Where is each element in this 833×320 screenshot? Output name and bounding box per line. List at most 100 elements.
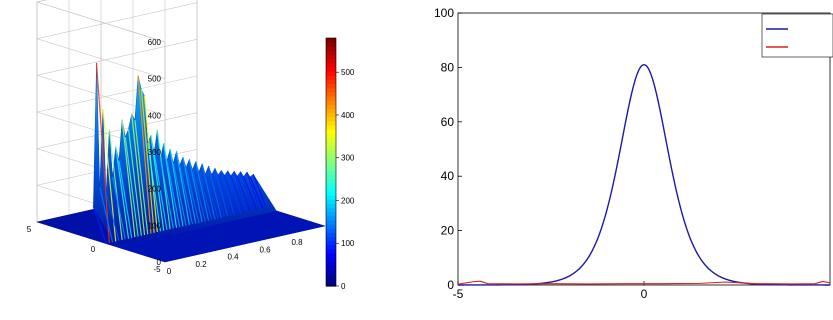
colorbar-swatch <box>326 224 336 229</box>
colorbar-swatch <box>326 261 336 266</box>
y-tick-label: 60 <box>441 115 455 129</box>
colorbar-swatch <box>326 178 336 184</box>
series-input <box>458 63 830 286</box>
y-axis-ticks: 50-5 <box>27 225 161 274</box>
surface-peak <box>239 171 254 211</box>
surface-peak <box>172 162 187 226</box>
y-tick-label: 0 <box>447 278 454 292</box>
colorbar-swatch <box>326 145 336 151</box>
surface-peak <box>166 160 181 228</box>
surface-peak <box>195 161 210 221</box>
surface-peak <box>111 176 126 240</box>
colorbar-swatch <box>326 281 336 287</box>
colorbar-swatch <box>326 50 336 56</box>
x-tick-label: 0.4 <box>227 253 239 262</box>
colorbar-swatch <box>326 199 336 204</box>
colorbar-tick-label: 200 <box>341 196 355 205</box>
colorbar-tick-label: 0 <box>341 282 346 291</box>
colorbar-swatch <box>326 153 336 159</box>
colorbar-swatch <box>326 137 336 142</box>
colorbar-swatch <box>326 207 336 213</box>
colorbar-swatch <box>326 71 336 76</box>
surface-peak <box>99 186 114 243</box>
surface-peak <box>252 174 267 208</box>
surface-peak <box>95 62 110 243</box>
surface-peak <box>230 175 245 213</box>
colorbar-swatch <box>326 79 336 85</box>
surface-peak <box>134 120 149 235</box>
colorbar-swatch <box>326 166 336 171</box>
z-tick-label: 500 <box>148 75 162 84</box>
surface-peak <box>204 173 219 219</box>
surface-peak <box>185 167 200 223</box>
y-tick-label: 20 <box>441 224 455 238</box>
colorbar-swatch <box>326 182 336 188</box>
x-tick-label: -5 <box>453 287 464 301</box>
colorbar-swatch <box>326 277 336 283</box>
surface-peak <box>147 142 162 232</box>
surface-mesh <box>36 62 326 263</box>
colorbar-swatch <box>326 54 336 60</box>
y-tick-label: -5 <box>153 265 161 274</box>
z-tick-label: 600 <box>148 38 162 47</box>
series-output <box>457 280 831 285</box>
x-tick-label: 0.8 <box>291 238 303 247</box>
x-tick-label: 0 <box>167 267 172 276</box>
colorbar-swatch <box>326 228 336 233</box>
surface-peak <box>131 113 146 236</box>
colorbar-swatch <box>326 190 336 196</box>
surface-peak <box>236 175 251 212</box>
surface-peak <box>175 151 190 225</box>
colorbar-swatch <box>326 186 336 192</box>
surface-peak <box>182 156 197 224</box>
colorbar-swatch <box>326 91 336 97</box>
surface-peak <box>115 146 130 239</box>
colorbar-swatch <box>326 112 336 118</box>
colorbar-swatch <box>326 162 336 167</box>
colorbar-swatch <box>326 75 336 80</box>
colorbar-swatch <box>326 273 336 279</box>
surface-peak <box>140 89 155 233</box>
surface-peak <box>92 206 107 244</box>
z-tick-label: 200 <box>148 185 162 194</box>
colorbar-swatch <box>326 244 336 250</box>
x-tick-label: 0.6 <box>259 245 271 254</box>
surface-peak <box>105 192 120 241</box>
colorbar-swatch <box>326 149 336 155</box>
colorbar-swatch <box>326 66 336 72</box>
y-tick-label: 100 <box>434 6 454 20</box>
legend <box>761 13 833 58</box>
z-tick-label: 400 <box>148 111 162 120</box>
colorbar-tick-label: 100 <box>341 239 355 248</box>
surface-peak <box>246 171 261 210</box>
surface-peak <box>223 175 238 215</box>
surface-peak <box>198 171 213 220</box>
colorbar-swatch <box>326 265 336 271</box>
surface-peak <box>233 171 248 213</box>
colorbar-swatch <box>326 157 336 163</box>
colorbar-swatch <box>326 58 336 64</box>
colorbar-swatch <box>326 211 336 217</box>
y-tick-label: 80 <box>441 60 455 74</box>
colorbar-swatch <box>326 46 336 51</box>
surface-peak <box>227 170 242 214</box>
colorbar-swatch <box>326 100 336 105</box>
surface-peak <box>121 119 136 238</box>
x-tick-label: 0.2 <box>195 260 207 269</box>
colorbar-swatch <box>326 215 336 221</box>
colorbar-swatch <box>326 195 336 200</box>
surface-peak <box>156 129 171 230</box>
colorbar-tick-label: 400 <box>341 111 355 120</box>
surface-peak <box>249 176 264 209</box>
surface-peak <box>137 75 152 234</box>
surface-peak <box>163 143 178 228</box>
surface-peak <box>188 159 203 223</box>
colorbar-swatch <box>326 232 336 237</box>
colorbar-swatch <box>326 219 336 225</box>
surface-peak <box>179 165 194 225</box>
colorbar-frame <box>325 37 337 287</box>
colorbar-swatch <box>326 124 336 130</box>
surface-peak <box>150 134 165 231</box>
z-axis-ticks: 0 100 200 300 400 500 600 <box>148 38 162 267</box>
